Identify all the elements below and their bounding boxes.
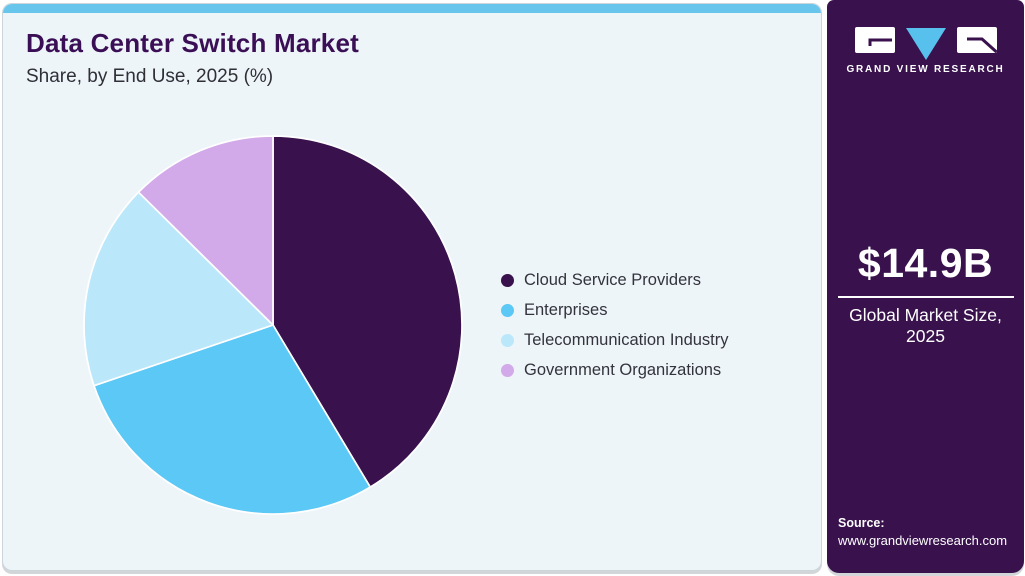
gvr-logo: GRAND VIEW RESEARCH	[827, 27, 1024, 75]
chart-card: Data Center Switch Market Share, by End …	[2, 3, 822, 571]
market-size-value: $14.9B	[857, 240, 994, 286]
logo-r-block	[956, 27, 997, 53]
page-subtitle: Share, by End Use, 2025 (%)	[26, 66, 274, 87]
legend-dot	[501, 363, 514, 377]
market-size-block: $14.9B Global Market Size, 2025	[827, 240, 1024, 347]
legend-item: Government Organizations	[501, 355, 729, 385]
logo-v-triangle	[905, 28, 946, 60]
page-title: Data Center Switch Market	[26, 28, 359, 58]
pie-chart-svg	[83, 135, 463, 515]
legend-label: Cloud Service Providers	[524, 270, 701, 289]
legend-dot	[501, 333, 514, 347]
legend-label: Telecommunication Industry	[524, 330, 729, 349]
logo-g-block	[854, 27, 895, 53]
market-size-caption: Global Market Size, 2025	[849, 304, 1002, 346]
header: Data Center Switch Market Share, by End …	[26, 28, 359, 88]
source-label: Source:	[838, 516, 885, 530]
legend-label: Enterprises	[524, 300, 608, 319]
pie-slice-0	[272, 135, 463, 488]
pie-slice-1	[93, 324, 372, 515]
pie-chart	[81, 133, 465, 517]
pie-slice-2	[83, 191, 274, 387]
legend-item: Cloud Service Providers	[501, 265, 729, 295]
legend-dot	[501, 303, 514, 317]
source-block: Source: www.grandviewresearch.com	[838, 516, 1007, 548]
gvr-logo-marks	[827, 27, 1024, 61]
top-accent-bar	[3, 4, 821, 13]
market-size-divider	[837, 296, 1014, 298]
sidebar: GRAND VIEW RESEARCH $14.9B Global Market…	[827, 0, 1024, 573]
legend-label: Government Organizations	[524, 360, 722, 379]
legend-item: Enterprises	[501, 295, 729, 325]
source-url: www.grandviewresearch.com	[838, 533, 1008, 548]
legend-dot	[501, 273, 514, 287]
pie-slice-3	[137, 135, 274, 326]
brand-wordmark: GRAND VIEW RESEARCH	[846, 64, 1005, 75]
legend: Cloud Service Providers Enterprises Tele…	[501, 265, 729, 385]
legend-item: Telecommunication Industry	[501, 325, 729, 355]
